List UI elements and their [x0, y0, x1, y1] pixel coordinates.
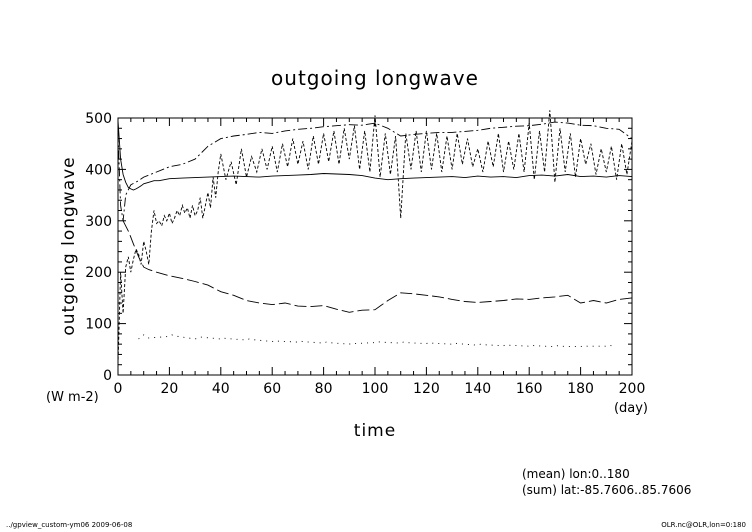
- y-tick-label: 400: [85, 162, 112, 178]
- x-tick-label: 40: [212, 381, 230, 397]
- x-tick-label: 160: [516, 381, 543, 397]
- x-tick-label: 60: [263, 381, 281, 397]
- x-tick-label: 200: [619, 381, 646, 397]
- x-tick-label: 120: [413, 381, 440, 397]
- y-axis-unit: (W m-2): [46, 390, 99, 405]
- series-line-dash-dot: [117, 121, 633, 221]
- x-tick-label: 140: [464, 381, 491, 397]
- plot-frame: [117, 117, 633, 376]
- x-tick-label: 20: [160, 381, 178, 397]
- x-axis-label: time: [354, 421, 396, 441]
- x-tick-label: 100: [362, 381, 389, 397]
- chart-title: outgoing longwave: [271, 66, 479, 90]
- x-axis-unit: (day): [614, 401, 648, 416]
- footer-left: ../gpview_custom-ym06 2009-06-08: [6, 521, 132, 529]
- series-layer: [117, 110, 633, 365]
- y-tick-label: 100: [85, 317, 112, 333]
- series-line-long-dash: [122, 220, 633, 313]
- y-axis: 0 100 200 300 400 500: [85, 111, 632, 384]
- x-tick-label: 180: [567, 381, 594, 397]
- series-line-solid: [117, 120, 633, 191]
- series-line-dashed: [117, 110, 633, 365]
- y-axis-label: outgoing longwave: [59, 156, 79, 335]
- y-tick-label: 200: [85, 265, 112, 281]
- x-axis: 0 20 40 60 80 100 120 140 160 180 200: [114, 118, 646, 397]
- footer-right: OLR.nc@OLR,lon=0:180: [661, 521, 746, 529]
- x-tick-label: 80: [315, 381, 333, 397]
- y-tick-label: 300: [85, 214, 112, 230]
- annotation-sum: (sum) lat:-85.7606..85.7606: [522, 483, 691, 497]
- y-tick-label: 0: [103, 368, 112, 384]
- series-line-dotted: [138, 334, 612, 348]
- y-tick-label: 500: [85, 111, 112, 127]
- x-tick-label: 0: [114, 381, 123, 397]
- annotation-mean: (mean) lon:0..180: [522, 467, 630, 481]
